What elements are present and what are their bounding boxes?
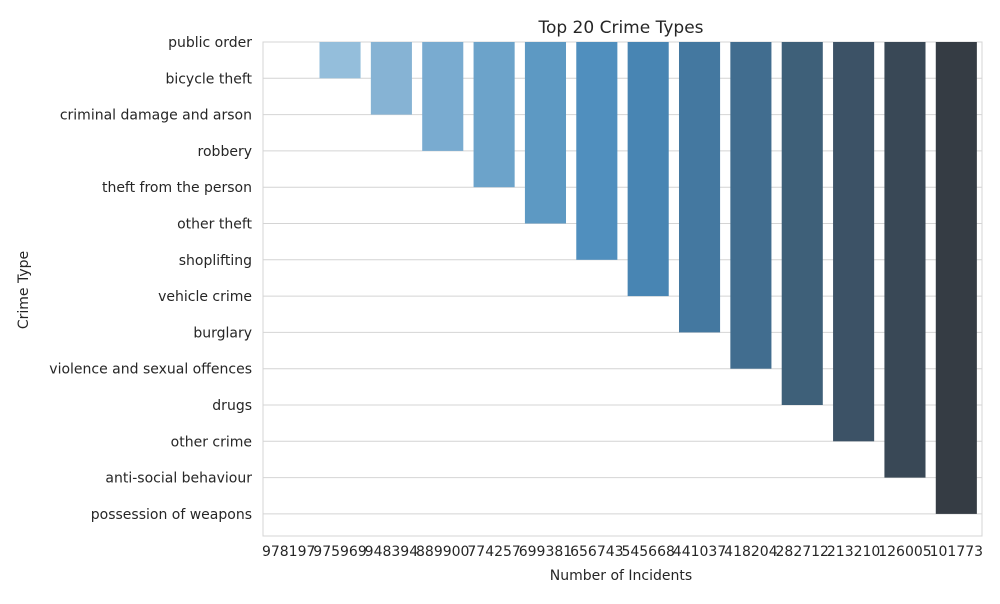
bar-other-crime [833,42,875,442]
bar-shoplifting [576,42,618,260]
x-tick-label: 101773 [930,544,983,560]
bar-possession-of-weapons [935,42,977,514]
plot-area: public order bicycle theft criminal damage… [49,35,983,560]
x-tick-label: 978197 [262,544,315,560]
y-tick-label: other crime [171,434,252,450]
x-tick-label: 545668 [621,544,674,560]
y-tick-label: anti-social behaviour [105,471,252,487]
bar-vehicle-crime [627,42,669,297]
y-tick-label: other theft [177,217,252,233]
chart-title: Top 20 Crime Types [537,18,703,38]
y-tick-label: criminal damage and arson [60,108,252,124]
x-tick-label: 889900 [416,544,469,560]
x-tick-label: 975969 [313,544,366,560]
bar-burglary [678,42,721,333]
x-tick-label: 699381 [519,544,572,560]
x-tick-label: 948394 [365,544,419,560]
y-tick-label: violence and sexual offences [49,362,252,378]
x-tick-label: 213210 [827,544,880,560]
bar-theft-from-the-person [473,42,515,188]
bar-drugs [781,42,823,405]
plot-frame [262,41,983,537]
x-tick-label: 441037 [673,544,726,560]
y-tick-label: possession of weapons [91,507,252,523]
x-tick-label: 774257 [467,544,520,560]
y-tick-label: drugs [212,398,252,414]
bar-violence-and-sexual-offences [730,42,772,369]
y-tick-label: bicycle theft [165,71,252,87]
y-tick-label: theft from the person [102,180,252,196]
x-tick-label: 656743 [570,544,623,560]
x-tick-label: 126005 [878,544,931,560]
y-axis-label: Crime Type [16,251,32,329]
bar-bicycle-theft [319,42,361,79]
y-tick-label: vehicle crime [158,289,252,305]
bar-other-theft [524,42,567,224]
y-tick-label: public order [168,35,252,51]
bar-criminal-damage-and-arson [370,42,412,115]
y-tick-label: burglary [193,325,252,341]
y-tick-label: robbery [198,144,252,160]
bar-robbery [422,42,464,151]
y-tick-label: shoplifting [179,253,252,269]
x-tick-label: 418204 [724,544,778,560]
bar-anti-social-behaviour [884,42,926,478]
x-axis-label: Number of Incidents [550,568,692,584]
x-tick-label: 282712 [776,544,829,560]
